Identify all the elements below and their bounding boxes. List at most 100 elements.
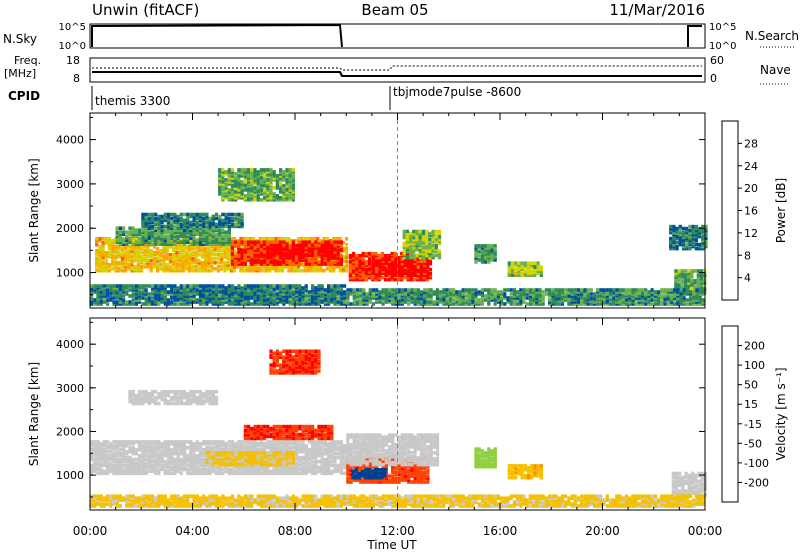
power-cell	[256, 284, 260, 288]
power-cell	[532, 294, 536, 298]
power-cell	[536, 263, 540, 267]
power-cell	[256, 248, 260, 252]
power-cell	[291, 178, 295, 182]
power-cell	[699, 269, 704, 273]
power-cell	[277, 268, 281, 273]
power-cell	[211, 290, 215, 294]
power-cell	[311, 292, 315, 296]
power-echo-region	[218, 168, 295, 202]
power-cell	[295, 262, 299, 266]
power-cell	[291, 262, 295, 266]
power-cell	[407, 290, 411, 294]
power-cell	[694, 232, 698, 237]
power-cell	[130, 251, 134, 255]
power-cell	[165, 257, 169, 261]
power-cell	[528, 302, 532, 306]
power-cell	[99, 294, 103, 298]
power-cell	[528, 290, 532, 294]
power-cell	[112, 288, 116, 292]
power-cell	[691, 240, 695, 245]
velocity-cell	[141, 444, 145, 448]
power-cell	[282, 240, 286, 244]
colorbar-tick-label: 4	[744, 272, 751, 285]
power-cell	[644, 292, 648, 296]
power-cell	[253, 194, 257, 198]
power-cell	[134, 232, 138, 236]
power-cell	[250, 190, 254, 194]
power-cell	[202, 288, 206, 292]
power-cell	[580, 290, 584, 294]
power-cell	[669, 296, 673, 300]
power-cell	[422, 277, 426, 282]
power-cell	[259, 302, 263, 306]
power-cell	[191, 257, 195, 261]
power-cell	[285, 192, 289, 196]
power-cell	[618, 288, 622, 292]
power-cell	[418, 231, 422, 236]
power-cell	[409, 277, 413, 282]
power-cell	[160, 218, 164, 223]
power-cell	[138, 240, 142, 244]
power-cell	[130, 267, 134, 271]
power-cell	[230, 256, 235, 260]
power-cell	[437, 249, 442, 254]
power-cell	[146, 255, 150, 259]
power-cell	[413, 298, 417, 302]
power-cell	[687, 271, 691, 275]
power-cell	[157, 302, 161, 306]
power-cell	[237, 170, 241, 174]
power-cell	[234, 300, 238, 304]
power-cell	[480, 300, 484, 304]
power-cell	[198, 302, 203, 306]
power-cell	[230, 252, 235, 256]
power-cell	[122, 286, 126, 290]
power-cell	[266, 248, 270, 252]
power-cell	[365, 296, 369, 300]
velocity-cell	[99, 442, 103, 446]
power-cell	[163, 238, 167, 242]
power-cell	[104, 261, 108, 265]
power-cell	[266, 242, 270, 246]
power-cell	[104, 268, 108, 273]
power-cell	[211, 228, 215, 232]
power-cell	[304, 253, 308, 258]
velocity-cell	[147, 449, 151, 454]
power-cell	[384, 261, 388, 265]
power-cell	[124, 268, 128, 273]
power-cell	[189, 228, 193, 232]
power-cell	[573, 300, 577, 304]
power-cell	[618, 298, 622, 302]
power-cell	[136, 268, 140, 273]
power-cell	[701, 240, 705, 245]
power-cell	[567, 302, 571, 306]
power-cell	[474, 290, 478, 294]
power-cell	[118, 302, 122, 306]
power-cell	[218, 236, 222, 240]
power-cell	[218, 232, 222, 236]
power-cell	[695, 300, 699, 304]
power-cell	[314, 294, 318, 298]
power-cell	[487, 302, 491, 306]
power-cell	[304, 240, 308, 244]
power-cell	[194, 268, 198, 273]
power-cell	[323, 249, 327, 254]
power-cell	[358, 259, 362, 264]
power-cell	[282, 298, 286, 302]
power-cell	[503, 292, 507, 296]
power-cell	[471, 302, 475, 306]
power-cell	[589, 296, 593, 300]
power-cell	[192, 214, 196, 219]
power-cell	[493, 290, 497, 294]
power-cell	[678, 228, 682, 233]
power-cell	[95, 268, 99, 273]
power-cell	[198, 218, 203, 223]
power-cell	[141, 224, 145, 229]
power-cell	[221, 288, 225, 292]
power-cell	[311, 247, 315, 252]
power-cell	[247, 196, 251, 200]
power-cell	[287, 265, 291, 269]
power-cell	[368, 263, 372, 268]
power-cell	[496, 292, 500, 296]
power-cell	[378, 273, 382, 277]
power-cell	[170, 230, 174, 234]
